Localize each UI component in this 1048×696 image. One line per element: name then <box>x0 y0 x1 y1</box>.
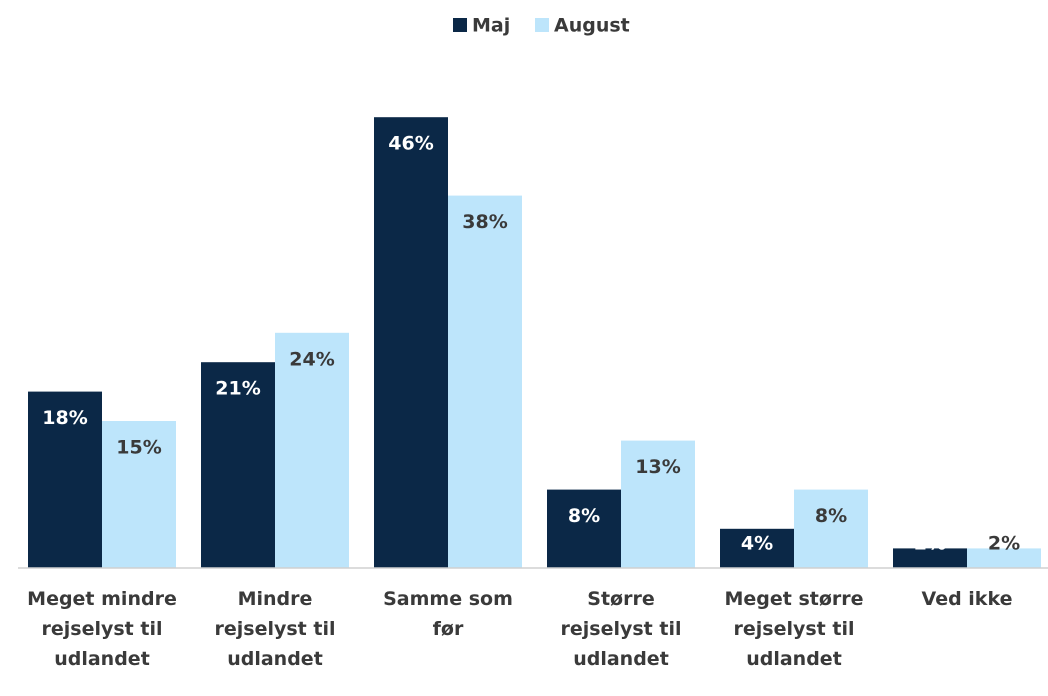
x-tick-label: Mindre rejselyst til udlandet <box>214 588 336 670</box>
value-label: 24% <box>289 348 334 370</box>
x-tick-label: Meget mindre rejselyst til udlandet <box>27 588 177 670</box>
value-label: 38% <box>462 211 507 233</box>
bar <box>448 195 522 568</box>
value-label: 2% <box>914 533 946 555</box>
value-label: 46% <box>388 133 433 155</box>
bar <box>275 332 349 568</box>
value-label: 18% <box>42 407 87 429</box>
legend-swatch <box>453 18 467 32</box>
bar <box>720 528 794 568</box>
value-label: 15% <box>116 437 161 459</box>
legend-label: Maj <box>472 15 510 37</box>
bar <box>893 548 967 568</box>
bar <box>102 421 176 568</box>
bar <box>374 117 448 568</box>
value-label: 21% <box>215 378 260 400</box>
bar <box>794 489 868 568</box>
bar <box>547 489 621 568</box>
bar <box>967 548 1041 568</box>
x-tick-label: Meget større rejselyst til udlandet <box>724 588 864 670</box>
value-label: 2% <box>988 533 1020 555</box>
bar <box>621 440 695 568</box>
x-tick-label: Større rejselyst til udlandet <box>560 588 682 670</box>
legend-label: August <box>554 15 630 37</box>
x-tick-label: Samme som før <box>383 588 513 640</box>
bar <box>28 391 102 568</box>
value-label: 8% <box>815 505 847 527</box>
bar <box>201 362 275 568</box>
value-label: 4% <box>741 533 773 555</box>
value-label: 8% <box>568 505 600 527</box>
value-label: 13% <box>635 456 680 478</box>
legend-swatch <box>535 18 549 32</box>
x-tick-label: Ved ikke <box>921 588 1013 610</box>
